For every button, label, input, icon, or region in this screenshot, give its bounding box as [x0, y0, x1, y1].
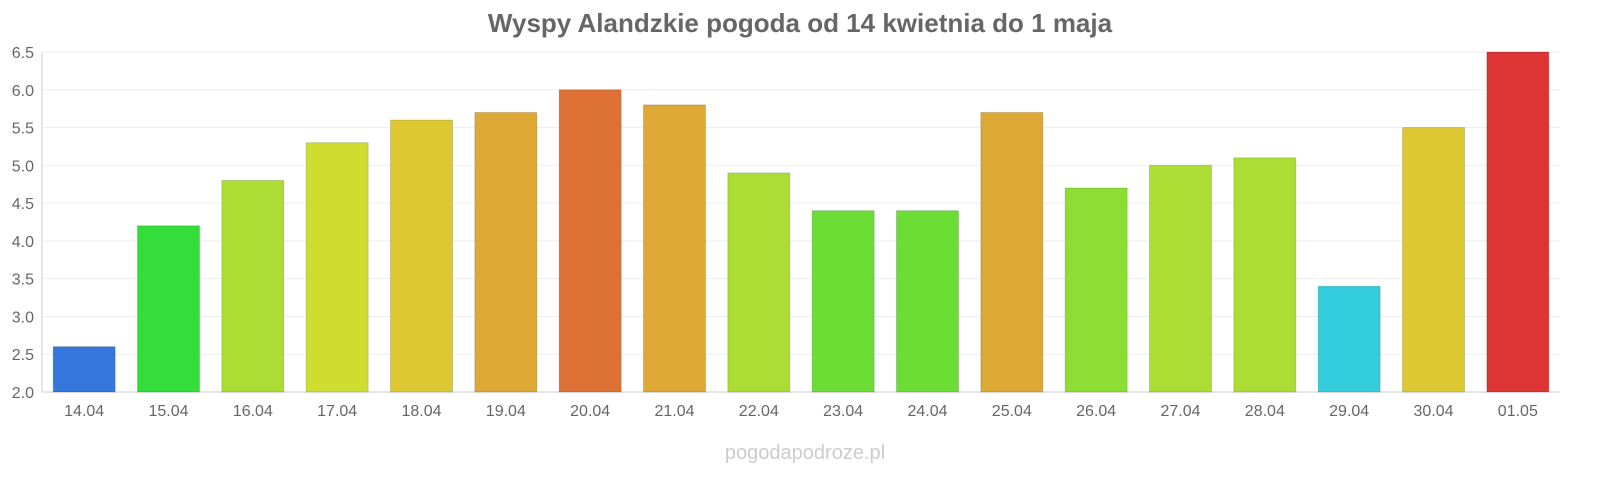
- y-tick-label: 3.0: [12, 309, 34, 326]
- x-tick-label: 25.04: [992, 403, 1032, 420]
- x-tick-label: 26.04: [1076, 403, 1116, 420]
- bar-16.04: [221, 179, 285, 393]
- bar-15.04: [137, 225, 200, 393]
- bar-25.04: [980, 111, 1044, 393]
- x-tick-label: 01.05: [1498, 403, 1538, 420]
- bar-23.04: [811, 210, 875, 393]
- x-tick-label: 22.04: [739, 403, 779, 420]
- bar-22.04: [727, 172, 791, 393]
- bar-29.04: [1317, 285, 1381, 393]
- y-tick-label: 5.0: [12, 158, 34, 175]
- x-tick-label: 23.04: [823, 403, 863, 420]
- bar-20.04: [558, 89, 622, 393]
- y-tick-label: 3.5: [12, 272, 34, 289]
- y-tick-label: 5.5: [12, 121, 34, 138]
- x-tick-label: 24.04: [907, 403, 947, 420]
- x-tick-label: 28.04: [1245, 403, 1285, 420]
- bar-28.04: [1233, 157, 1297, 393]
- bar-21.04: [643, 104, 706, 393]
- watermark: pogodapodroze.pl: [725, 442, 885, 464]
- x-tick-label: 29.04: [1329, 403, 1369, 420]
- x-tick-label: 27.04: [1160, 403, 1200, 420]
- bar-26.04: [1064, 187, 1128, 393]
- y-tick-label: 2.5: [12, 347, 34, 364]
- bar-17.04: [305, 142, 369, 393]
- x-tick-label: 30.04: [1413, 403, 1453, 420]
- x-tick-label: 14.04: [64, 403, 104, 420]
- y-tick-label: 6.5: [12, 45, 34, 62]
- y-tick-label: 4.0: [12, 234, 34, 251]
- bar-27.04: [1149, 164, 1212, 393]
- x-tick-label: 18.04: [401, 403, 441, 420]
- bar-30.04: [1402, 127, 1465, 393]
- y-tick-label: 2.0: [12, 385, 34, 402]
- y-tick-label: 6.0: [12, 83, 34, 100]
- x-tick-label: 16.04: [233, 403, 273, 420]
- bar-14.04: [52, 346, 116, 393]
- bar-19.04: [474, 111, 538, 393]
- y-tick-label: 4.5: [12, 196, 34, 213]
- x-tick-label: 19.04: [486, 403, 526, 420]
- bar-01.05: [1486, 51, 1550, 393]
- bar-24.04: [896, 210, 959, 393]
- chart-title: Wyspy Alandzkie pogoda od 14 kwietnia do…: [488, 8, 1113, 38]
- x-tick-label: 21.04: [654, 403, 694, 420]
- x-tick-label: 20.04: [570, 403, 610, 420]
- bar-18.04: [390, 119, 453, 393]
- x-tick-label: 17.04: [317, 403, 357, 420]
- x-tick-label: 15.04: [148, 403, 188, 420]
